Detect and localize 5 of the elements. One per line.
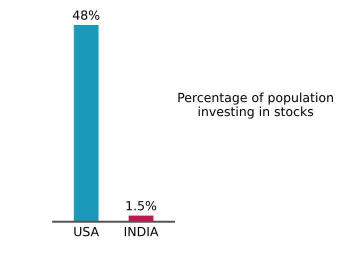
x-tick-label: INDIA xyxy=(124,227,158,236)
text: Percentage of population investing in stocks xyxy=(178,92,333,119)
data-label: 1.5% xyxy=(126,200,156,210)
x-tick-label: USA xyxy=(74,226,99,236)
data-label: 48% xyxy=(72,10,100,20)
